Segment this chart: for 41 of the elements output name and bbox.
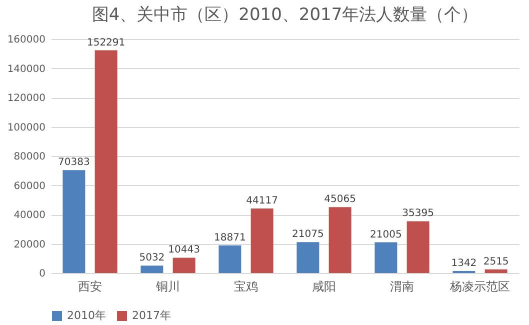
y-tick-label: 160000	[7, 34, 46, 46]
legend-label: 2017年	[132, 309, 171, 322]
x-tick-label: 西安	[78, 280, 102, 294]
x-tick-label: 铜川	[155, 280, 180, 294]
data-label: 10443	[168, 244, 200, 256]
data-label: 21075	[292, 229, 324, 240]
bar	[218, 245, 242, 273]
bar	[484, 269, 508, 273]
bar	[296, 242, 320, 273]
legend-label: 2010年	[67, 309, 106, 322]
y-tick-label: 120000	[7, 93, 46, 104]
data-label: 18871	[214, 232, 246, 244]
data-label: 35395	[402, 208, 434, 220]
bar	[328, 207, 352, 273]
x-tick-label: 宝鸡	[234, 280, 258, 294]
y-tick-label: 100000	[7, 122, 46, 134]
y-tick-label: 60000	[14, 180, 46, 192]
bar	[374, 242, 398, 273]
x-tick-label: 咸阳	[312, 280, 336, 294]
data-label: 44117	[246, 195, 278, 206]
bar	[172, 258, 196, 273]
data-label: 152291	[86, 37, 126, 48]
data-label: 5032	[139, 252, 165, 264]
bar	[94, 50, 118, 273]
data-label: 1342	[451, 258, 477, 270]
y-tick-label: 0	[39, 268, 46, 280]
data-label: 2515	[483, 256, 509, 268]
y-tick-label: 20000	[14, 239, 46, 250]
data-label: 70383	[58, 157, 90, 168]
bar	[250, 208, 274, 273]
x-tick-label: 渭南	[390, 280, 414, 294]
y-tick-label: 140000	[7, 64, 46, 75]
y-tick-label: 80000	[14, 152, 46, 162]
bar	[62, 170, 86, 273]
bar	[406, 221, 430, 273]
data-label: 21005	[370, 229, 402, 240]
y-tick-label: 40000	[14, 210, 46, 221]
x-tick-label: 杨凌示范区	[449, 280, 510, 294]
data-label: 45065	[324, 194, 356, 206]
chart-title: 图4、关中市（区）2010、2017年法人数量（个）	[92, 5, 478, 25]
bar	[140, 266, 164, 273]
